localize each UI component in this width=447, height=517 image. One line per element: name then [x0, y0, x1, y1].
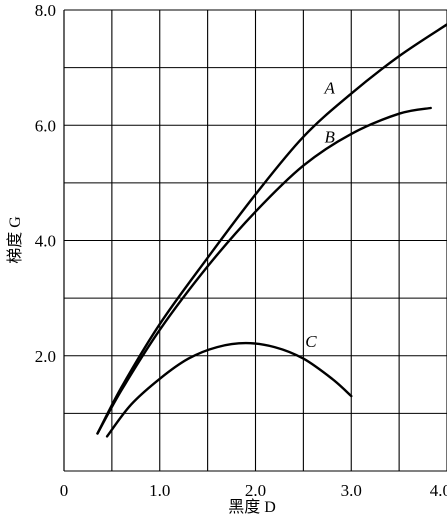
series-labels: A B C [305, 79, 335, 352]
series-label-c: C [305, 332, 317, 351]
y-tick-label: 8.0 [35, 1, 56, 20]
y-tick-label: 6.0 [35, 116, 56, 135]
x-tick-label: 1.0 [149, 481, 170, 500]
x-axis-label: 黑度 D [228, 498, 276, 516]
curves [96, 23, 447, 438]
x-tick-label: 4.0 [430, 481, 447, 500]
grid [63, 9, 447, 472]
y-tick-label: 4.0 [35, 232, 56, 251]
curve-a [96, 23, 447, 435]
y-axis-label: 梯度 G [6, 216, 24, 264]
x-tick-label: 0 [60, 481, 69, 500]
curve-c [105, 341, 353, 438]
series-label-a: A [323, 79, 335, 98]
y-tick-label: 2.0 [35, 347, 56, 366]
series-label-b: B [324, 128, 335, 147]
tick-labels: 0 1.0 2.0 3.0 4.0 2.0 4.0 6.0 8.0 [35, 1, 447, 500]
x-tick-label: 3.0 [341, 481, 362, 500]
x-tick-label: 2.0 [245, 481, 266, 500]
curve-b [96, 106, 432, 435]
